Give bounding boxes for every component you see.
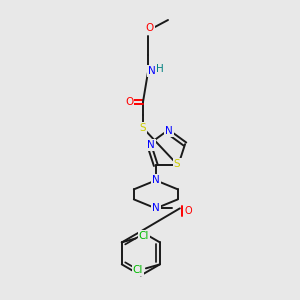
Text: N: N (148, 66, 156, 76)
Text: N: N (152, 176, 160, 185)
Text: N: N (165, 126, 173, 136)
Text: S: S (140, 123, 146, 133)
Text: O: O (125, 97, 133, 107)
Text: N: N (152, 203, 160, 213)
Text: Cl: Cl (133, 266, 143, 275)
Text: N: N (147, 140, 155, 150)
Text: O: O (184, 206, 192, 216)
Text: O: O (146, 23, 154, 33)
Text: S: S (174, 159, 181, 170)
Text: Cl: Cl (139, 231, 149, 242)
Text: H: H (156, 64, 164, 74)
